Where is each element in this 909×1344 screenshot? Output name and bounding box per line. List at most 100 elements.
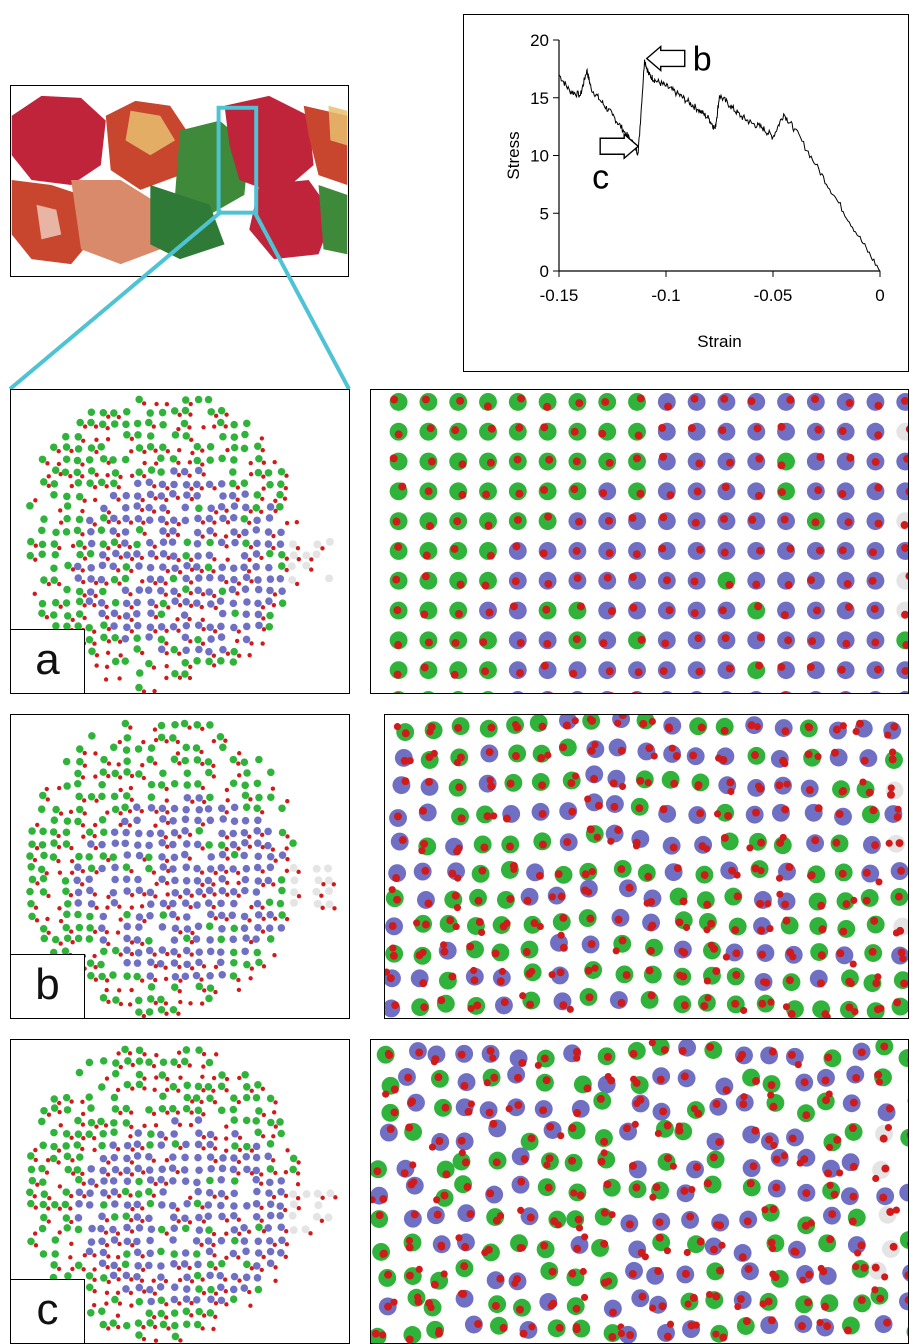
blue-atom [253,539,261,548]
green-atom [216,732,225,741]
red-atom [235,591,240,596]
red-atom [584,966,593,975]
red-atom [658,423,667,432]
blue-atom [169,490,177,498]
blue-atom [122,612,131,620]
red-atom [212,1194,217,1199]
green-atom [145,1008,154,1016]
red-atom [140,1206,145,1211]
green-atom [50,1142,58,1151]
green-atom [193,456,202,465]
red-atom [600,1239,609,1248]
red-atom [247,652,252,658]
green-atom [230,924,239,933]
panel-b-overview: b [10,714,350,1019]
blue-atom [170,1224,179,1233]
red-atom [46,1112,52,1117]
red-atom [142,449,147,455]
red-atom [450,670,459,679]
red-atom [726,778,735,787]
blue-atom [242,1273,251,1282]
red-atom [199,1242,204,1248]
red-atom [900,396,908,405]
red-atom [903,454,908,463]
red-atom [767,1091,775,1099]
red-atom [237,773,242,778]
red-atom [634,431,643,440]
red-atom [200,822,206,827]
red-atom [224,508,229,513]
red-atom [164,858,170,864]
red-atom [534,1061,542,1069]
red-atom [720,514,729,523]
white-atom [289,1190,298,1199]
red-atom [82,545,87,550]
red-atom [200,785,206,791]
red-atom [654,1129,662,1138]
red-atom [211,1088,216,1093]
red-atom [178,999,183,1005]
green-atom [193,756,202,764]
green-atom [28,840,36,849]
red-atom [177,1122,183,1128]
red-atom [650,752,658,760]
red-atom [94,437,99,442]
green-atom [123,972,131,980]
blue-atom [194,1140,203,1149]
blue-atom [171,924,180,933]
red-atom [94,1124,99,1129]
blue-atom [182,863,191,872]
red-atom [633,1099,641,1108]
blue-atom [110,828,119,837]
green-atom [98,816,107,824]
blue-atom [147,1225,156,1234]
green-atom [183,781,192,789]
red-atom [56,833,61,839]
red-atom [284,556,289,561]
red-atom [187,856,192,861]
red-atom [382,1090,390,1098]
blue-atom [204,1237,213,1245]
red-atom [442,1170,451,1179]
green-atom [217,935,226,944]
green-atom [266,611,274,620]
green-atom [135,1297,144,1306]
green-atom [62,840,71,848]
red-atom [748,515,757,524]
blue-atom [145,516,154,524]
red-atom [259,509,264,514]
green-atom [86,549,95,558]
red-atom [57,1100,62,1106]
red-atom [543,1161,551,1169]
green-atom [110,575,119,584]
blue-atom [157,623,166,631]
red-atom [658,1302,667,1311]
blue-atom [121,528,130,536]
red-atom [44,786,49,792]
panel-b-zoom [384,714,909,1019]
red-atom [91,629,97,634]
red-atom [418,847,426,855]
red-atom [625,883,634,892]
green-atom [242,539,250,547]
red-atom [400,1169,409,1178]
green-atom [422,691,435,693]
red-atom [142,1076,147,1081]
green-atom [170,1058,178,1066]
green-atom [206,721,214,729]
red-atom [719,1333,728,1342]
red-atom [894,892,903,901]
blue-atom [121,839,130,848]
red-atom [434,1073,443,1082]
red-atom [46,893,51,899]
blue-atom [74,863,82,871]
green-atom [182,585,190,593]
green-atom [627,1041,646,1060]
red-atom [129,436,135,441]
green-atom [135,1070,144,1079]
red-atom [33,1147,38,1153]
green-atom [50,1095,59,1103]
blue-atom [182,840,191,848]
red-atom [604,1277,613,1285]
panel-a-zoom [370,389,909,694]
